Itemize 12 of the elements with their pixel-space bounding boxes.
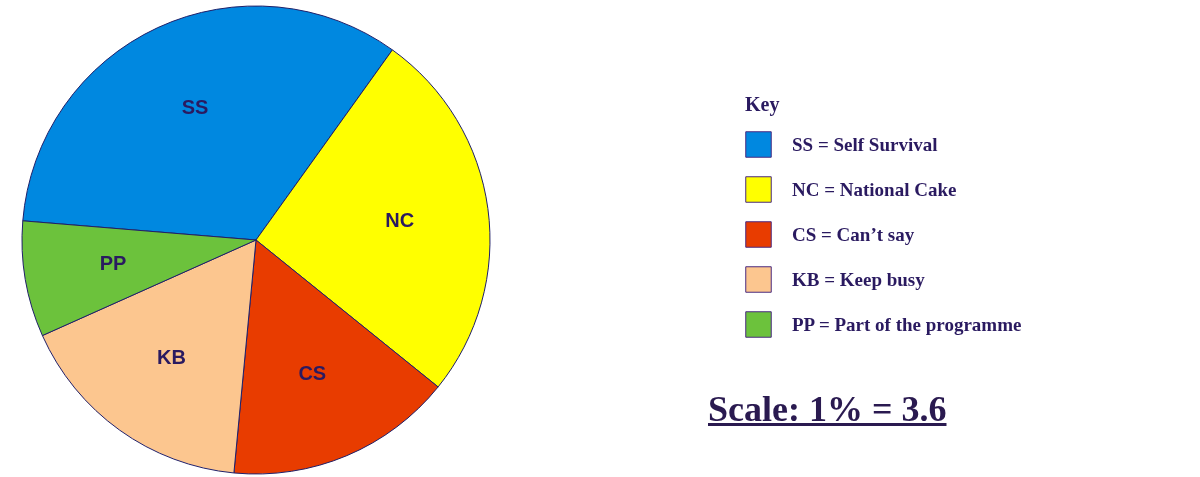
legend-title: Key [745,93,780,116]
text: PP [99,252,127,275]
legend-label: SS = Self Survival [792,133,938,155]
text: NC [385,208,415,231]
legend-label: CS = Can’t say [792,223,915,245]
legend-label: PP = Part of the programme [792,313,1022,335]
text: KB [156,345,186,368]
legend-label: NC = National Cake [792,178,957,200]
text: SS [181,96,209,119]
legend-label: KB = Keep busy [792,268,926,290]
text: CS [298,361,327,384]
text: Scale: 1% = 3.6 [708,388,947,430]
